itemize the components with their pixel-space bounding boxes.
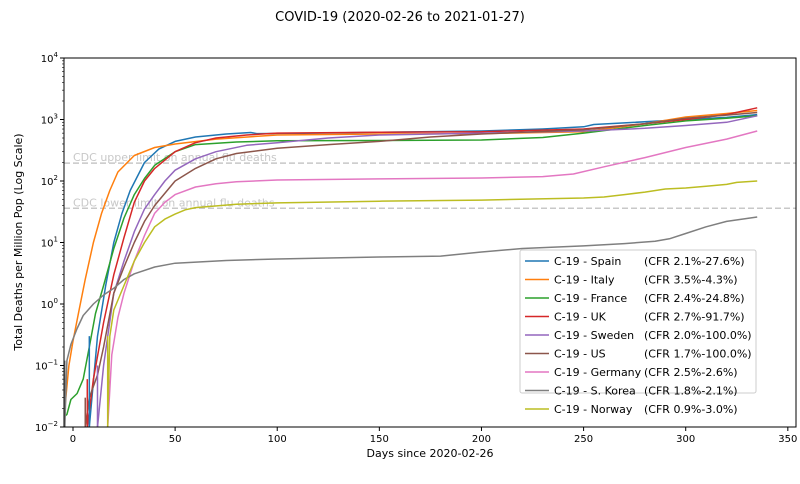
legend: C-19 - Spain (CFR 2.1%-27.6%) C-19 - Italy… [519,249,757,416]
legend-item: C-19 - UK (CFR 2.7%-91.7%) [525,311,745,324]
series-line-c-france [64,115,758,417]
y-tick-label: 102 [41,174,58,188]
legend-label: C-19 - UK [554,311,607,324]
legend-label: C-19 - S. Korea [554,385,636,398]
legend-label: C-19 - Sweden [554,329,634,342]
y-tick-label: 10−1 [35,359,58,373]
y-tick-label: 100 [41,297,58,311]
legend-box [519,249,757,394]
series-line-c-s-korea [64,216,758,427]
x-tick-label: 200 [472,434,491,445]
series-line-c-norway [106,180,758,427]
series-group [64,107,758,427]
plot-area: CDC upper limit on annual flu deaths CDC … [35,51,797,445]
legend-cfr: (CFR 2.0%-100.0%) [644,329,752,342]
legend-label: C-19 - Italy [554,274,615,287]
legend-label: C-19 - US [554,348,606,361]
legend-item: C-19 - Sweden (CFR 2.0%-100.0%) [525,329,752,342]
legend-item: C-19 - Italy (CFR 3.5%-4.3%) [525,274,738,287]
legend-item: C-19 - S. Korea (CFR 1.8%-2.1%) [525,385,738,398]
legend-item: C-19 - France (CFR 2.4%-24.8%) [525,292,745,305]
legend-cfr: (CFR 2.4%-24.8%) [644,292,745,305]
legend-item: C-19 - US (CFR 1.7%-100.0%) [525,348,752,361]
y-tick-label: 103 [41,113,58,127]
legend-cfr: (CFR 2.1%-27.6%) [644,255,745,268]
x-tick-label: 350 [778,434,797,445]
x-tick-label: 300 [676,434,695,445]
y-tick-label: 10−2 [35,420,58,434]
x-tick-label: 250 [574,434,593,445]
legend-item: C-19 - Spain (CFR 2.1%-27.6%) [525,255,745,268]
legend-cfr: (CFR 3.5%-4.3%) [644,274,738,287]
x-tick-label: 0 [70,434,76,445]
series-line-c-us [84,111,758,427]
legend-label: C-19 - France [554,292,627,305]
reference-line-label: CDC lower limit on annual flu deaths [73,196,275,209]
series-line-c-sweden [96,115,758,427]
legend-cfr: (CFR 0.9%-3.0%) [644,403,738,416]
x-tick-label: 100 [268,434,287,445]
legend-cfr: (CFR 2.5%-2.6%) [644,366,738,379]
legend-cfr: (CFR 1.7%-100.0%) [644,348,752,361]
legend-label: C-19 - Spain [554,255,621,268]
series-line-c-spain [88,113,758,427]
x-tick-label: 50 [169,434,182,445]
legend-cfr: (CFR 2.7%-91.7%) [644,311,745,324]
legend-label: C-19 - Germany [554,366,642,379]
y-tick-label: 104 [41,51,59,65]
x-tick-label: 150 [370,434,389,445]
legend-cfr: (CFR 1.8%-2.1%) [644,385,738,398]
legend-label: C-19 - Norway [554,403,633,416]
y-tick-label: 101 [41,236,58,250]
chart-title: COVID-19 (2020-02-26 to 2021-01-27) [275,10,525,25]
reference-line-label: CDC upper limit on annual flu deaths [73,151,277,164]
legend-item: C-19 - Germany (CFR 2.5%-2.6%) [525,366,738,379]
x-axis-label: Days since 2020-02-26 [367,447,494,460]
y-axis-label: Total Deaths per Million Pop (Log Scale) [12,133,25,351]
legend-item: C-19 - Norway (CFR 0.9%-3.0%) [525,403,738,416]
